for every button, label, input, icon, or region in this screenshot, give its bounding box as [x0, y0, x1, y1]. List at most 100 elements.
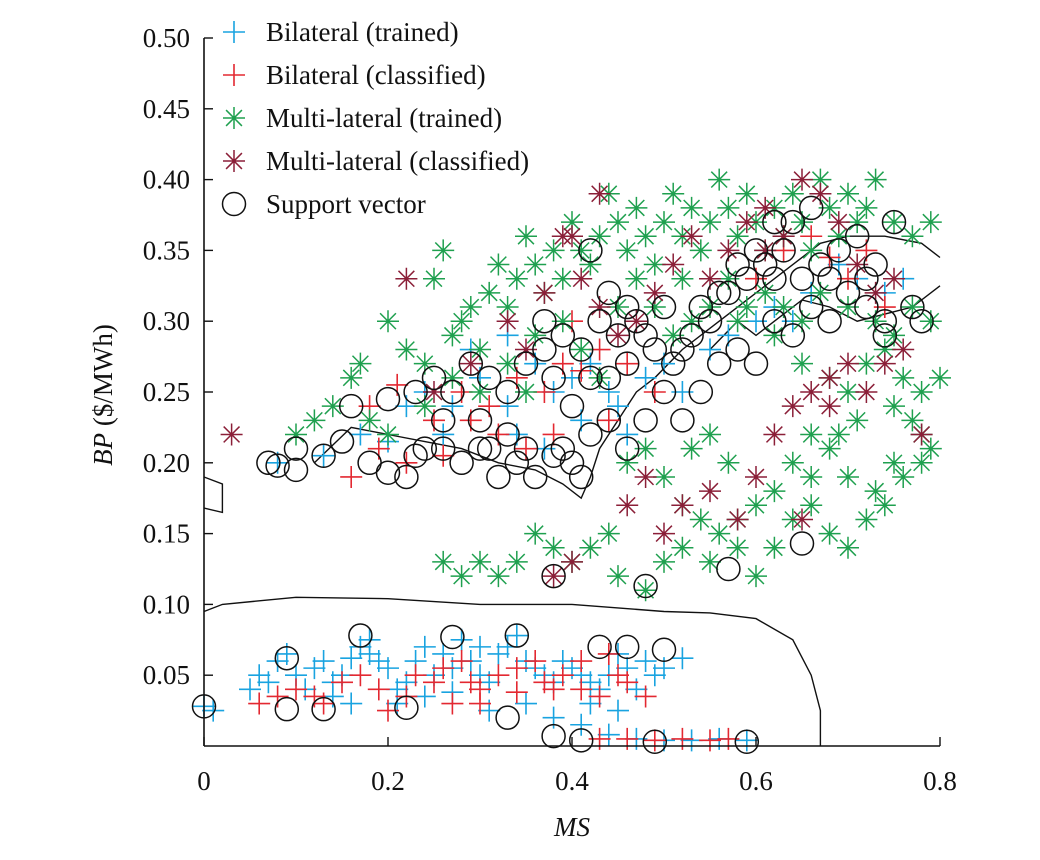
data-point: [303, 409, 326, 432]
data-point: [919, 437, 942, 460]
data-point: [377, 423, 399, 446]
data-point: [550, 436, 576, 461]
data-point: [772, 296, 795, 319]
data-point: [541, 723, 566, 749]
data-point: [854, 294, 879, 320]
data-point: [496, 310, 519, 333]
x-tick-label: 0: [197, 766, 211, 796]
data-point: [505, 681, 528, 704]
data-point: [524, 650, 547, 673]
data-point: [881, 209, 907, 235]
data-point: [395, 267, 418, 290]
data-point: [587, 634, 612, 660]
data-point: [541, 563, 566, 589]
data-point: [578, 238, 603, 263]
data-point: [873, 296, 896, 319]
data-point: [855, 381, 878, 403]
data-point: [459, 296, 482, 319]
data-point: [699, 296, 721, 319]
data-point: [476, 436, 502, 461]
y-tick-label: 0.05: [143, 660, 190, 690]
data-point: [791, 352, 813, 375]
data-point: [616, 451, 639, 474]
data-point: [929, 366, 951, 389]
data-point: [818, 395, 841, 418]
data-point: [559, 450, 585, 476]
data-point: [910, 381, 933, 403]
data-point: [321, 395, 344, 418]
data-point: [265, 453, 290, 478]
data-point: [689, 239, 712, 262]
x-tick-label: 0.4: [555, 766, 589, 796]
data-point: [846, 253, 869, 276]
data-point: [568, 728, 594, 753]
data-point: [340, 647, 363, 670]
data-point: [872, 308, 898, 334]
x-tick-label: 0.6: [739, 766, 773, 796]
y-tick-label: 0.10: [143, 589, 190, 619]
data-point: [754, 239, 777, 262]
data-point: [394, 695, 419, 721]
data-point: [532, 337, 557, 362]
y-tick-label: 0.35: [143, 235, 190, 265]
legend-marker: [223, 107, 245, 129]
data-point: [735, 211, 758, 234]
data-point: [763, 324, 786, 347]
data-point: [651, 379, 677, 405]
data-point: [358, 409, 381, 432]
data-point: [781, 182, 804, 205]
data-point: [616, 671, 639, 694]
data-point: [800, 239, 823, 262]
data-point: [614, 351, 640, 376]
data-point: [634, 437, 657, 460]
data-point: [817, 266, 842, 291]
data-point: [274, 645, 300, 671]
data-point: [671, 494, 694, 517]
data-point: [754, 281, 777, 304]
data-point: [837, 465, 859, 488]
data-point: [791, 508, 813, 531]
series-2: [285, 168, 951, 602]
data-point: [616, 494, 639, 517]
data-point: [496, 352, 519, 375]
data-point: [919, 211, 942, 234]
y-tick-label: 0.40: [143, 165, 190, 195]
data-point: [432, 444, 455, 467]
data-point: [440, 379, 465, 405]
data-point: [716, 280, 741, 306]
data-point: [449, 450, 474, 476]
data-point: [680, 196, 703, 219]
data-point: [837, 296, 859, 319]
data-point: [614, 436, 640, 461]
data-point: [597, 409, 620, 432]
data-point: [643, 281, 666, 304]
data-point: [542, 678, 565, 701]
data-point: [725, 252, 750, 277]
data-point: [440, 624, 465, 650]
data-point: [432, 550, 455, 573]
data-point: [781, 451, 804, 474]
data-point: [762, 209, 787, 235]
data-point: [524, 253, 547, 276]
data-point: [780, 209, 806, 235]
data-point: [340, 692, 363, 715]
data-point: [643, 253, 666, 276]
data-point: [791, 211, 813, 234]
data-point: [909, 308, 934, 334]
data-point: [844, 223, 870, 249]
x-tick-label: 0.8: [923, 766, 957, 796]
data-point: [469, 550, 491, 573]
data-point: [542, 536, 565, 559]
data-point: [550, 323, 576, 348]
data-point: [699, 480, 721, 503]
data-point: [854, 266, 879, 291]
data-point: [349, 664, 372, 687]
data-point: [873, 352, 896, 375]
x-tick-label: 0.2: [371, 766, 405, 796]
data-point: [441, 324, 464, 347]
data-point: [643, 296, 666, 319]
data-point: [504, 623, 530, 648]
data-point: [220, 423, 243, 446]
data-point: [818, 437, 841, 460]
data-point: [800, 465, 823, 488]
